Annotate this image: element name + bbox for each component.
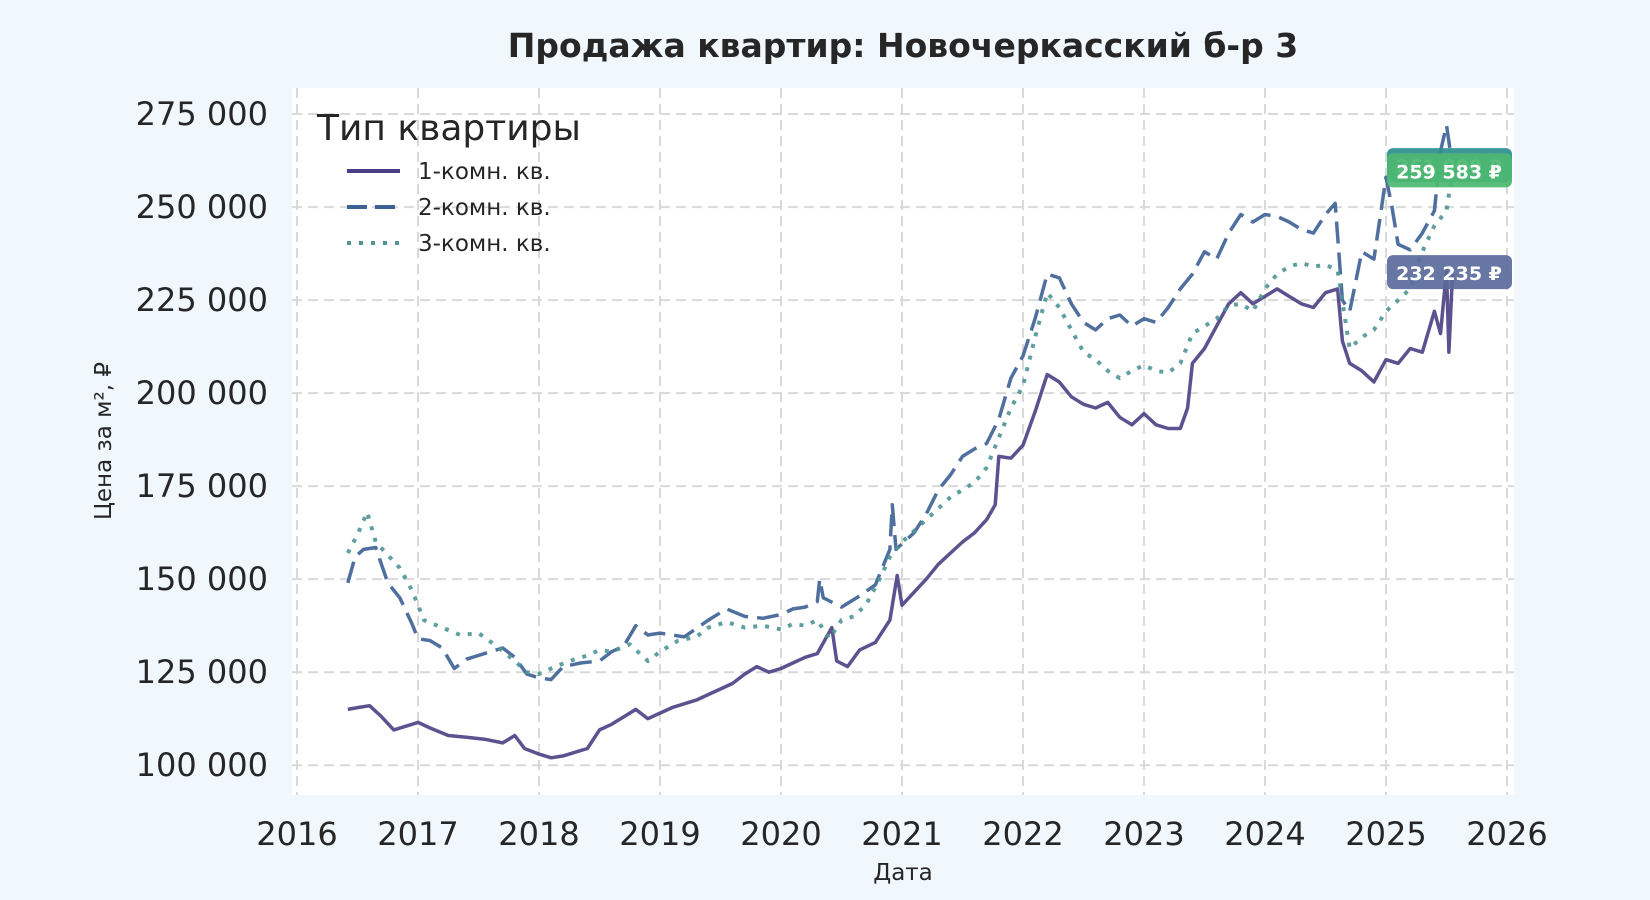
series-line-1 xyxy=(347,268,1455,760)
chart-title: Продажа квартир: Новочеркасский б-р 3 xyxy=(508,26,1298,65)
x-tick-label: 2016 xyxy=(256,815,337,853)
y-tick-label: 275 000 xyxy=(136,95,268,133)
x-axis-ticks: 2016 2017 2018 2019 2020 2021 2022 2023 2024 2025… xyxy=(256,815,1547,853)
legend-label-1: 1-комн. кв. xyxy=(418,159,551,185)
end-value-badge xyxy=(1387,255,1512,290)
series-line-2 xyxy=(346,123,1455,682)
legend-label-3: 3-комн. кв. xyxy=(418,231,551,257)
x-tick-label: 2019 xyxy=(619,815,700,853)
x-axis-label: Дата xyxy=(873,860,933,886)
legend-label-2: 2-комн. кв. xyxy=(418,195,551,221)
x-tick-label: 2025 xyxy=(1345,815,1426,853)
y-tick-label: 100 000 xyxy=(136,746,268,784)
end-value-labels: 261 000 ₽259 583 ₽232 235 ₽ xyxy=(1387,148,1512,290)
x-tick-label: 2020 xyxy=(740,815,821,853)
y-tick-label: 200 000 xyxy=(136,374,268,412)
end-value-text: 259 583 ₽ xyxy=(1396,161,1502,183)
y-tick-label: 250 000 xyxy=(136,188,268,226)
y-tick-label: 150 000 xyxy=(136,560,268,598)
legend: Тип квартиры 1-комн. кв. 2-комн. кв. 3-ком… xyxy=(316,108,581,257)
x-tick-label: 2023 xyxy=(1103,815,1184,853)
x-tick-label: 2026 xyxy=(1466,815,1547,853)
legend-title: Тип квартиры xyxy=(316,108,581,149)
x-tick-label: 2021 xyxy=(861,815,942,853)
end-value-badge xyxy=(1387,153,1512,188)
x-tick-label: 2017 xyxy=(377,815,458,853)
y-tick-label: 225 000 xyxy=(136,281,268,319)
x-tick-label: 2022 xyxy=(982,815,1063,853)
series-lines xyxy=(346,123,1455,760)
y-axis-label: Цена за м², ₽ xyxy=(91,362,117,520)
y-tick-label: 175 000 xyxy=(136,467,268,505)
series-line-3 xyxy=(346,171,1455,677)
end-value-label-2: 259 583 ₽ xyxy=(1387,153,1512,188)
x-tick-label: 2018 xyxy=(498,815,579,853)
x-tick-label: 2024 xyxy=(1224,815,1305,853)
end-value-label-3: 232 235 ₽ xyxy=(1387,255,1512,290)
end-value-text: 232 235 ₽ xyxy=(1396,263,1502,285)
y-axis-ticks: 100 000 125 000 150 000 175 000 200 000 225 0… xyxy=(136,95,268,784)
y-tick-label: 125 000 xyxy=(136,653,268,691)
